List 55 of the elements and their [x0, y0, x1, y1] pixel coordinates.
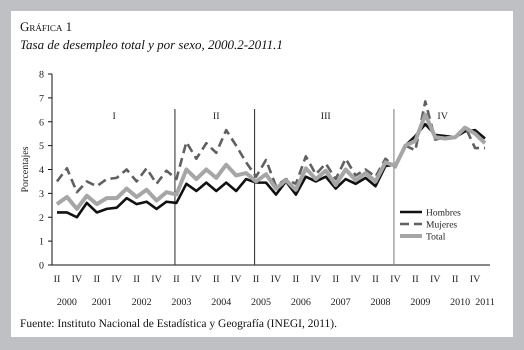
x-tick-label: II: [212, 274, 220, 285]
source-note: Fuente: Instituto Nacional de Estadística y Geografía (INEGI, 2011).: [20, 318, 338, 330]
annotation: IV: [437, 111, 449, 122]
x-tick-label: II: [452, 274, 458, 285]
annotation: III: [320, 111, 331, 122]
chart-subtitle: Tasa de desempleo total y por sexo, 2000.2-2011.1: [20, 37, 283, 52]
text: 2000: [56, 297, 77, 308]
y-tick-label: 3: [39, 188, 44, 200]
x-tick-label: IV: [350, 274, 362, 285]
text: 2007: [330, 297, 351, 308]
y-tick-label: 5: [39, 141, 44, 152]
y-tick-label: 4: [39, 165, 44, 176]
x-tick-label: IV: [151, 274, 163, 285]
legend-label: Hombres: [426, 208, 462, 218]
annotation: II: [212, 111, 220, 122]
x-tick-label: II: [54, 274, 60, 285]
x-tick-label: IV: [310, 274, 322, 285]
y-tick-label: 2: [39, 212, 44, 224]
x-tick-label: IV: [270, 274, 282, 285]
x-tick-label: II: [133, 274, 140, 285]
x-tick-label: II: [252, 274, 260, 285]
annotation: I: [112, 111, 116, 122]
y-tick-label: 8: [39, 70, 44, 80]
x-tick-label: II: [332, 274, 340, 285]
x-tick-label: IV: [72, 274, 83, 285]
x-tick-label: II: [372, 274, 379, 285]
text: 2005: [251, 297, 272, 308]
y-tick-label: 1: [39, 236, 44, 248]
x-tick-label: II: [292, 274, 300, 285]
x-tick-label: IV: [390, 274, 402, 285]
chart-title: Gráfica 1: [20, 19, 72, 34]
text: 2008: [370, 297, 390, 308]
y-tick-label: 7: [39, 93, 44, 104]
y-axis-title: Porcentajes: [20, 146, 31, 193]
text: 2004: [211, 297, 232, 308]
text: 2006: [290, 297, 311, 308]
x-tick-label: II: [173, 274, 180, 285]
y-tick-label: 0: [39, 260, 44, 272]
text: 2011: [475, 297, 495, 308]
legend-label: Mujeres: [426, 220, 458, 230]
x-tick-label: IV: [111, 274, 123, 285]
text: 2003: [171, 297, 192, 308]
text: 2009: [410, 297, 430, 308]
legend-label: Total: [426, 232, 446, 242]
text: 2010: [450, 297, 470, 308]
x-tick-label: IV: [470, 274, 482, 285]
line-series: [56, 100, 486, 194]
x-tick-label: IV: [430, 274, 442, 285]
text: 2001: [92, 297, 112, 308]
x-tick-label: IV: [191, 274, 202, 285]
y-tick-label: 6: [39, 117, 44, 128]
x-tick-label: II: [412, 274, 419, 285]
x-tick-label: II: [93, 274, 100, 285]
text: 2002: [132, 297, 152, 308]
x-tick-label: IV: [230, 274, 242, 285]
